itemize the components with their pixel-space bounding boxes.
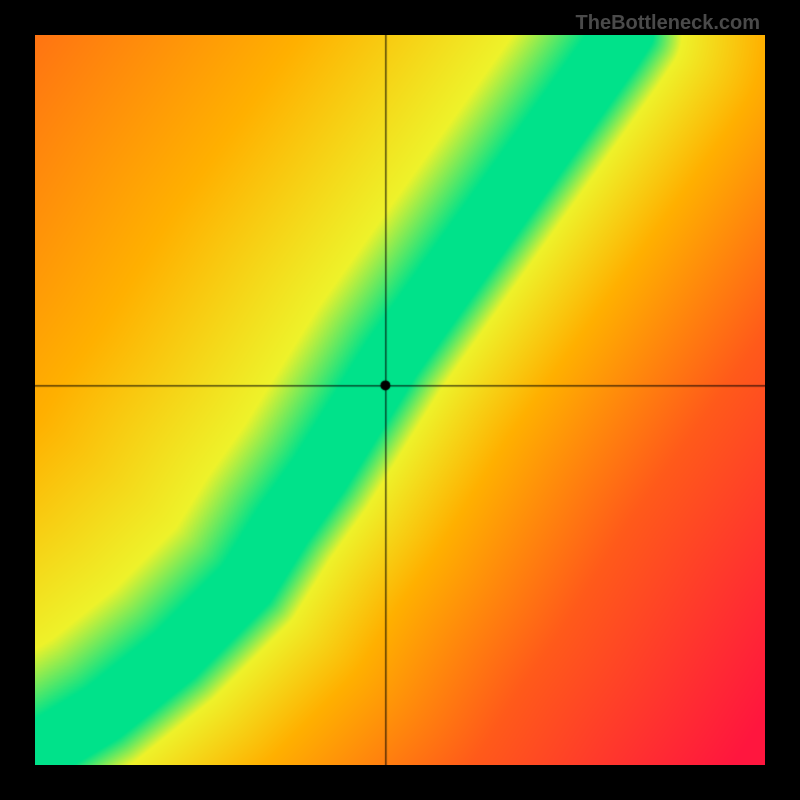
bottleneck-heatmap-chart bbox=[35, 35, 765, 765]
watermark-text: TheBottleneck.com bbox=[576, 12, 760, 35]
heatmap-canvas bbox=[35, 35, 765, 765]
